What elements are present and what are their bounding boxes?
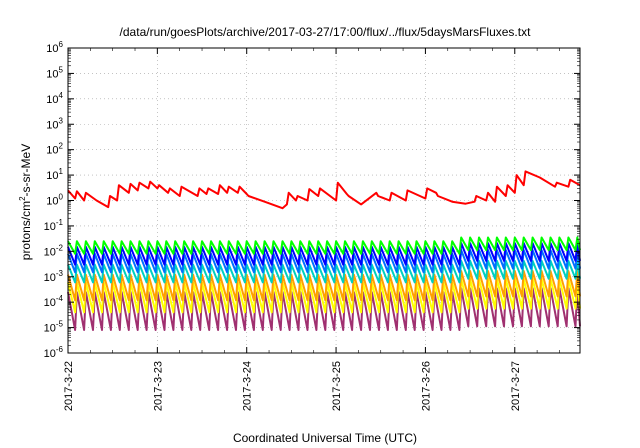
y-tick-base: 10 bbox=[46, 145, 58, 157]
x-tick-label: 2017-3-22 bbox=[63, 361, 75, 411]
flux-series-line bbox=[67, 236, 581, 255]
y-tick-label: 100 bbox=[46, 193, 63, 208]
y-tick-base: 10 bbox=[46, 43, 58, 55]
y-tick-label: 10-6 bbox=[44, 345, 64, 360]
y-tick-base: 10 bbox=[46, 170, 58, 182]
y-tick-label: 10-1 bbox=[44, 218, 64, 233]
y-tick-exponent: 1 bbox=[59, 167, 64, 176]
y-tick-base: 10 bbox=[44, 221, 56, 233]
y-tick-label: 101 bbox=[46, 167, 63, 182]
y-tick-exponent: -6 bbox=[56, 345, 64, 354]
flux-series-line bbox=[67, 242, 581, 266]
y-axis-label-rest: -s-sr-MeV bbox=[19, 144, 33, 197]
y-tick-exponent: 4 bbox=[59, 91, 64, 100]
y-axis-label-text: protons/cm bbox=[19, 201, 33, 260]
chart-title: /data/run/goesPlots/archive/2017-03-27/1… bbox=[120, 25, 532, 39]
y-tick-exponent: 5 bbox=[59, 65, 64, 74]
y-tick-base: 10 bbox=[44, 323, 56, 335]
x-tick-label: 2017-3-25 bbox=[331, 361, 343, 411]
y-tick-exponent: -5 bbox=[56, 320, 64, 329]
y-tick-exponent: 6 bbox=[59, 40, 64, 49]
x-tick-label: 2017-3-23 bbox=[152, 361, 164, 411]
x-tick-label: 2017-3-26 bbox=[420, 361, 432, 411]
y-tick-base: 10 bbox=[46, 68, 58, 80]
y-tick-base: 10 bbox=[46, 196, 58, 208]
y-axis-label-sup: 2 bbox=[18, 196, 27, 201]
y-tick-base: 10 bbox=[44, 297, 56, 309]
x-tick-label: 2017-3-24 bbox=[242, 361, 254, 411]
tick-marks bbox=[67, 47, 580, 354]
y-tick-exponent: -1 bbox=[56, 218, 64, 227]
y-tick-label: 105 bbox=[46, 65, 63, 80]
y-tick-base: 10 bbox=[46, 94, 58, 106]
y-tick-label: 10-5 bbox=[44, 320, 64, 335]
flux-series-line bbox=[67, 270, 581, 302]
y-tick-base: 10 bbox=[44, 246, 56, 258]
y-tick-labels: 10-610-510-410-310-210-11001011021031041… bbox=[44, 40, 64, 360]
y-tick-exponent: 0 bbox=[59, 193, 64, 202]
y-tick-exponent: 3 bbox=[59, 116, 64, 125]
x-tick-labels: 2017-3-22 2017-3-23 2017-3-24 2017-3-25 2017… bbox=[63, 361, 522, 411]
y-tick-base: 10 bbox=[46, 119, 58, 131]
series-layer bbox=[67, 170, 581, 331]
y-tick-label: 103 bbox=[46, 116, 63, 131]
y-tick-label: 104 bbox=[46, 91, 63, 106]
y-tick-label: 10-3 bbox=[44, 269, 64, 284]
y-tick-label: 102 bbox=[46, 142, 63, 157]
flux-series-line-red bbox=[67, 170, 581, 210]
y-tick-label: 10-4 bbox=[44, 294, 64, 309]
y-tick-exponent: -2 bbox=[56, 243, 64, 252]
x-axis-label: Coordinated Universal Time (UTC) bbox=[233, 431, 417, 445]
y-tick-exponent: 2 bbox=[59, 142, 64, 151]
y-tick-label: 106 bbox=[46, 40, 63, 55]
y-tick-exponent: -3 bbox=[56, 269, 64, 278]
x-tick-label: 2017-3-27 bbox=[510, 361, 522, 411]
y-tick-base: 10 bbox=[44, 348, 56, 360]
y-axis-label: protons/cm2-s-sr-MeV bbox=[18, 144, 33, 260]
y-tick-exponent: -4 bbox=[56, 294, 64, 303]
y-tick-base: 10 bbox=[44, 272, 56, 284]
flux-series-line bbox=[67, 259, 581, 284]
y-tick-label: 10-2 bbox=[44, 243, 64, 258]
